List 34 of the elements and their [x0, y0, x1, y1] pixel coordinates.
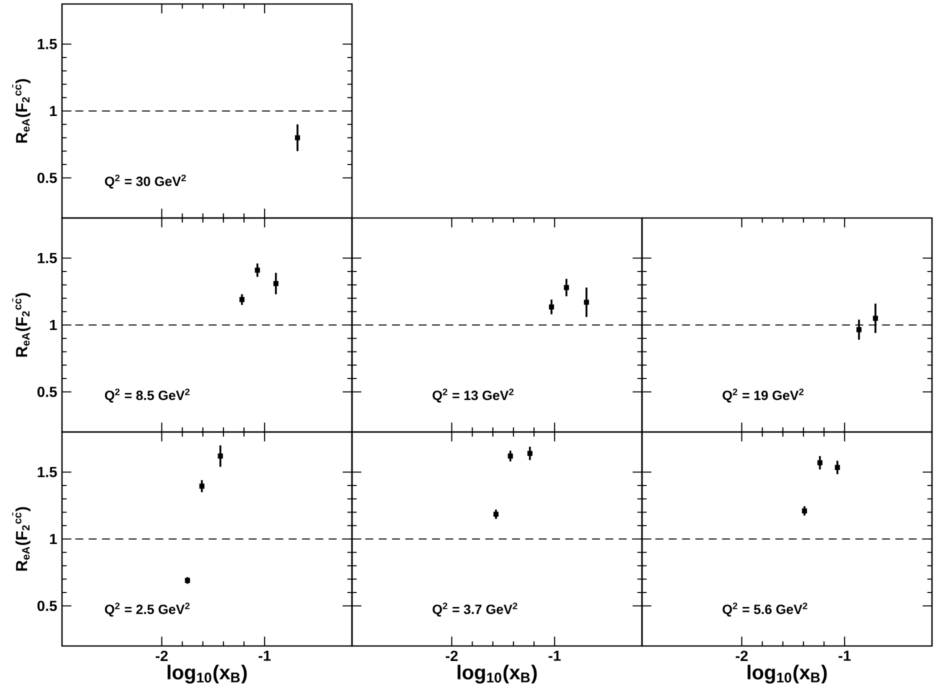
annotation: Q$^{2}$ = 5.6 GeV$^{2}$	[722, 602, 808, 617]
point	[239, 297, 244, 302]
y-axis-title: R$_{eA}$(F$_{2}$$^{cc̄}$)	[12, 293, 30, 357]
y-tick-label: 0.5	[37, 386, 57, 398]
x-tick-label: -2	[736, 650, 748, 661]
annotation: Q$^{2}$ = 8.5 GeV$^{2}$	[104, 388, 190, 403]
y-tick-label: 1	[50, 320, 57, 330]
point	[184, 578, 190, 583]
annotation: Q$^{2}$ = 19 GeV$^{2}$	[722, 388, 804, 403]
x-tick-label: -1	[838, 650, 851, 661]
y-axis-title: R$_{eA}$(F$_{2}$$^{cc̄}$)	[12, 79, 30, 143]
y-tick-label: 1	[50, 106, 57, 116]
y-tick-label: 0.5	[37, 172, 57, 184]
y-tick-label: 1.5	[38, 39, 57, 50]
point	[218, 454, 223, 459]
y-tick-label: 1.5	[38, 253, 57, 264]
x-axis-title: log$_{10}$(x$_{B}$)	[168, 664, 247, 684]
x-tick-label: -1	[548, 650, 561, 661]
annotation: Q$^{2}$ = 13 GeV$^{2}$	[432, 388, 514, 403]
x-tick-label: -1	[258, 650, 271, 661]
point	[273, 280, 278, 286]
y-tick-label: 0.5	[37, 600, 57, 612]
point	[254, 268, 260, 273]
annotation: Q$^{2}$ = 3.7 GeV$^{2}$	[432, 602, 518, 617]
annotation: Q$^{2}$ = 2.5 GeV$^{2}$	[104, 602, 190, 617]
y-tick-label: 1	[50, 534, 57, 544]
x-axis-title: log$_{10}$(x$_{B}$)	[748, 664, 827, 684]
annotation: Q$^{2}$ = 30 GeV$^{2}$	[104, 174, 186, 189]
y-axis-title: R$_{eA}$(F$_{2}$$^{cc̄}$)	[12, 507, 30, 571]
x-axis-title: log$_{10}$(x$_{B}$)	[458, 664, 537, 684]
point	[199, 484, 204, 489]
x-tick-label: -2	[156, 650, 168, 661]
y-tick-label: 1.5	[38, 467, 57, 478]
x-tick-label: -2	[446, 650, 458, 661]
